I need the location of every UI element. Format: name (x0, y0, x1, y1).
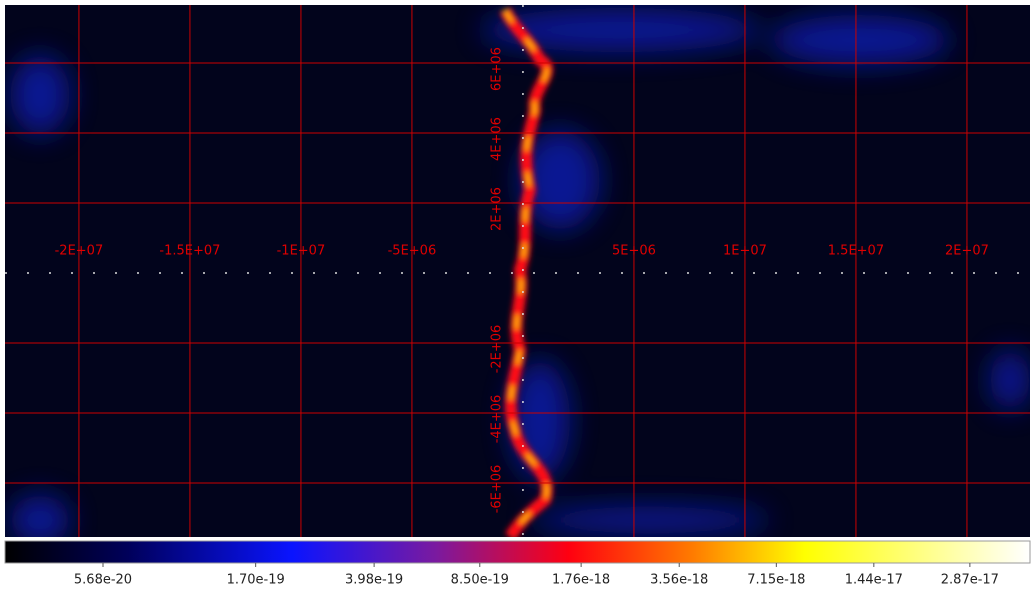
x-tick-label: -2E+07 (55, 244, 104, 259)
colorbar-label: 2.87e-17 (941, 573, 999, 588)
viewer: -2E+07 -1.5E+07 -1E+07 -5E+06 5E+06 1E+07 1.5E… (0, 0, 1034, 594)
x-tick-label: 1E+07 (723, 244, 767, 259)
colorbar-label: 1.76e-18 (552, 573, 610, 588)
colorbar-label: 1.44e-17 (845, 573, 903, 588)
x-tick-label: 2E+07 (945, 244, 989, 259)
colorbar-label: 3.98e-19 (345, 573, 403, 588)
x-tick-label: -1E+07 (277, 244, 326, 259)
y-tick-label: 2E+06 (490, 187, 505, 231)
x-tick-label: 5E+06 (612, 244, 656, 259)
y-tick-label: 4E+06 (490, 117, 505, 161)
colorbar-label: 5.68e-20 (74, 573, 132, 588)
y-tick-label: -2E+06 (490, 325, 505, 374)
colorbar-label: 3.56e-18 (650, 573, 708, 588)
colorbar-label: 7.15e-18 (747, 573, 805, 588)
colorbar-label: 8.50e-19 (451, 573, 509, 588)
x-tick-label: -1.5E+07 (159, 244, 220, 259)
colorbar (5, 541, 1030, 563)
y-tick-label: 6E+06 (490, 47, 505, 91)
x-tick-label: 1.5E+07 (828, 244, 884, 259)
y-tick-label: -4E+06 (490, 395, 505, 444)
colorbar-label: 1.70e-19 (227, 573, 285, 588)
x-tick-label: -5E+06 (388, 244, 437, 259)
y-tick-label: -6E+06 (490, 465, 505, 514)
image (5, 5, 1030, 545)
